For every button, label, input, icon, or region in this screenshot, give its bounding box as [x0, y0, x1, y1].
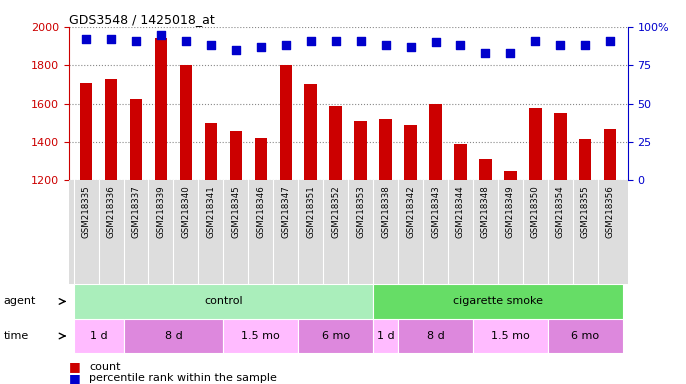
- Text: time: time: [3, 331, 29, 341]
- Point: [555, 42, 566, 48]
- Text: GSM218344: GSM218344: [456, 186, 465, 238]
- Bar: [548, 319, 623, 353]
- Bar: [554, 113, 567, 180]
- Text: GSM218336: GSM218336: [106, 186, 115, 238]
- Text: GSM218342: GSM218342: [406, 186, 415, 238]
- Text: GSM218356: GSM218356: [606, 186, 615, 238]
- Bar: [473, 319, 548, 353]
- Text: 1 d: 1 d: [377, 331, 394, 341]
- Bar: [355, 121, 367, 180]
- Point: [355, 38, 366, 44]
- Text: 1 d: 1 d: [90, 331, 108, 341]
- Bar: [255, 138, 267, 180]
- Bar: [230, 131, 242, 180]
- Bar: [80, 83, 93, 180]
- Text: GSM218352: GSM218352: [331, 186, 340, 238]
- Text: GSM218338: GSM218338: [381, 186, 390, 238]
- Bar: [224, 319, 298, 353]
- Text: control: control: [204, 296, 243, 306]
- Bar: [604, 129, 617, 180]
- Bar: [429, 104, 442, 180]
- Text: count: count: [89, 362, 121, 372]
- Text: GSM218339: GSM218339: [156, 186, 165, 238]
- Bar: [105, 79, 117, 180]
- Bar: [123, 319, 224, 353]
- Point: [530, 38, 541, 44]
- Text: ■: ■: [69, 372, 80, 384]
- Text: cigarette smoke: cigarette smoke: [453, 296, 543, 306]
- Bar: [204, 123, 217, 180]
- Bar: [73, 284, 373, 319]
- Bar: [305, 84, 317, 180]
- Point: [205, 42, 216, 48]
- Point: [430, 39, 441, 45]
- Point: [281, 42, 292, 48]
- Point: [230, 47, 241, 53]
- Text: GSM218346: GSM218346: [257, 186, 265, 238]
- Text: GSM218343: GSM218343: [431, 186, 440, 238]
- Point: [156, 31, 167, 38]
- Text: GSM218349: GSM218349: [506, 186, 515, 238]
- Bar: [373, 319, 398, 353]
- Bar: [504, 171, 517, 180]
- Point: [106, 36, 117, 42]
- Point: [480, 50, 491, 56]
- Text: GSM218355: GSM218355: [581, 186, 590, 238]
- Text: GSM218353: GSM218353: [356, 186, 365, 238]
- Point: [330, 38, 341, 44]
- Bar: [298, 319, 373, 353]
- Bar: [404, 125, 417, 180]
- Text: GSM218341: GSM218341: [206, 186, 215, 238]
- Point: [505, 50, 516, 56]
- Point: [455, 42, 466, 48]
- Text: 8 d: 8 d: [427, 331, 445, 341]
- Point: [405, 44, 416, 50]
- Point: [580, 42, 591, 48]
- Text: GSM218345: GSM218345: [231, 186, 240, 238]
- Bar: [579, 139, 591, 180]
- Bar: [373, 284, 623, 319]
- Bar: [180, 65, 192, 180]
- Text: GDS3548 / 1425018_at: GDS3548 / 1425018_at: [69, 13, 214, 26]
- Bar: [329, 106, 342, 180]
- Bar: [73, 319, 123, 353]
- Bar: [130, 99, 142, 180]
- Text: GSM218351: GSM218351: [306, 186, 315, 238]
- Text: 8 d: 8 d: [165, 331, 182, 341]
- Bar: [480, 159, 492, 180]
- Text: 1.5 mo: 1.5 mo: [491, 331, 530, 341]
- Text: GSM218354: GSM218354: [556, 186, 565, 238]
- Bar: [454, 144, 466, 180]
- Point: [80, 36, 91, 42]
- Text: ■: ■: [69, 360, 80, 373]
- Point: [605, 38, 616, 44]
- Text: GSM218337: GSM218337: [132, 186, 141, 238]
- Text: agent: agent: [3, 296, 36, 306]
- Text: 6 mo: 6 mo: [322, 331, 350, 341]
- Bar: [155, 38, 167, 180]
- Text: GSM218335: GSM218335: [82, 186, 91, 238]
- Bar: [529, 108, 541, 180]
- Point: [255, 44, 266, 50]
- Bar: [279, 65, 292, 180]
- Point: [380, 42, 391, 48]
- Point: [180, 38, 191, 44]
- Point: [130, 38, 141, 44]
- Bar: [398, 319, 473, 353]
- Text: 1.5 mo: 1.5 mo: [241, 331, 280, 341]
- Text: 6 mo: 6 mo: [571, 331, 600, 341]
- Bar: [379, 119, 392, 180]
- Text: percentile rank within the sample: percentile rank within the sample: [89, 373, 277, 383]
- Text: GSM218347: GSM218347: [281, 186, 290, 238]
- Text: GSM218340: GSM218340: [181, 186, 191, 238]
- Point: [305, 38, 316, 44]
- Text: GSM218348: GSM218348: [481, 186, 490, 238]
- Text: GSM218350: GSM218350: [531, 186, 540, 238]
